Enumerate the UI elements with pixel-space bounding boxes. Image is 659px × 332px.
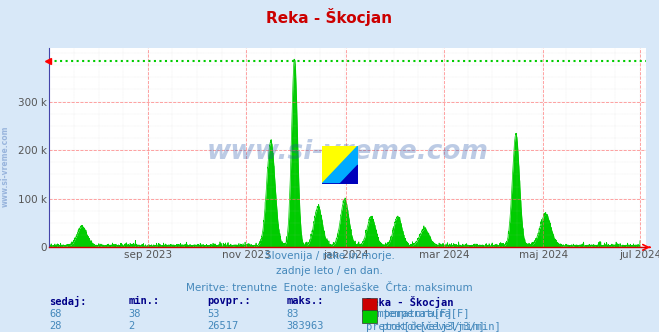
Text: povpr.:: povpr.:	[208, 296, 251, 306]
Text: Meritve: trenutne  Enote: anglešaške  Črta: maksimum: Meritve: trenutne Enote: anglešaške Črta…	[186, 281, 473, 292]
Text: 68: 68	[49, 309, 62, 319]
Text: Reka - Škocjan: Reka - Škocjan	[266, 8, 393, 26]
Text: www.si-vreme.com: www.si-vreme.com	[1, 125, 10, 207]
Text: pretok[čevelj3/min]: pretok[čevelj3/min]	[382, 321, 501, 332]
Polygon shape	[322, 165, 358, 184]
Text: maks.:: maks.:	[287, 296, 324, 306]
Text: temperatura[F]: temperatura[F]	[382, 309, 470, 319]
Text: temperatura[F]: temperatura[F]	[366, 309, 453, 319]
Text: zadnje leto / en dan.: zadnje leto / en dan.	[276, 266, 383, 276]
Text: 53: 53	[208, 309, 220, 319]
Text: 28: 28	[49, 321, 62, 331]
Text: Reka - Škocjan: Reka - Škocjan	[366, 296, 453, 308]
Text: www.si-vreme.com: www.si-vreme.com	[207, 139, 488, 165]
Text: Slovenija / reke in morje.: Slovenija / reke in morje.	[264, 251, 395, 261]
Text: min.:: min.:	[129, 296, 159, 306]
Polygon shape	[322, 146, 358, 184]
Text: 26517: 26517	[208, 321, 239, 331]
Text: sedaj:: sedaj:	[49, 296, 87, 307]
Text: 383963: 383963	[287, 321, 324, 331]
Text: 38: 38	[129, 309, 141, 319]
Polygon shape	[322, 146, 358, 184]
Text: 2: 2	[129, 321, 134, 331]
Text: 83: 83	[287, 309, 299, 319]
Text: pretok[čevelj3/min]: pretok[čevelj3/min]	[366, 321, 484, 332]
